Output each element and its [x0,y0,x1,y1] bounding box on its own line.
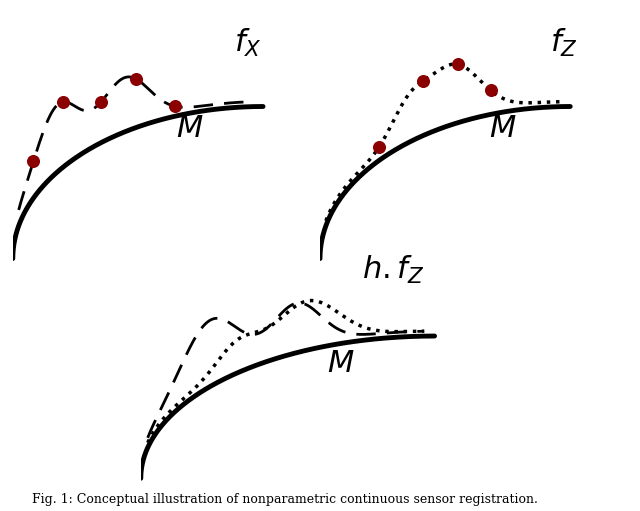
Text: $f_Z$: $f_Z$ [550,27,578,59]
Point [486,86,496,95]
Point [453,60,463,68]
Text: $M$: $M$ [176,113,203,144]
Point [170,102,180,110]
Point [131,75,141,83]
Point [28,157,38,166]
Text: $M$: $M$ [328,347,355,379]
Point [96,98,106,106]
Text: $M$: $M$ [489,113,516,144]
Text: $h.f_Z$: $h.f_Z$ [362,254,424,286]
Text: $f_X$: $f_X$ [234,27,262,59]
Point [58,98,68,106]
Text: Fig. 1: Conceptual illustration of nonparametric continuous sensor registration.: Fig. 1: Conceptual illustration of nonpa… [32,493,538,506]
Point [418,77,428,85]
Point [374,143,384,151]
